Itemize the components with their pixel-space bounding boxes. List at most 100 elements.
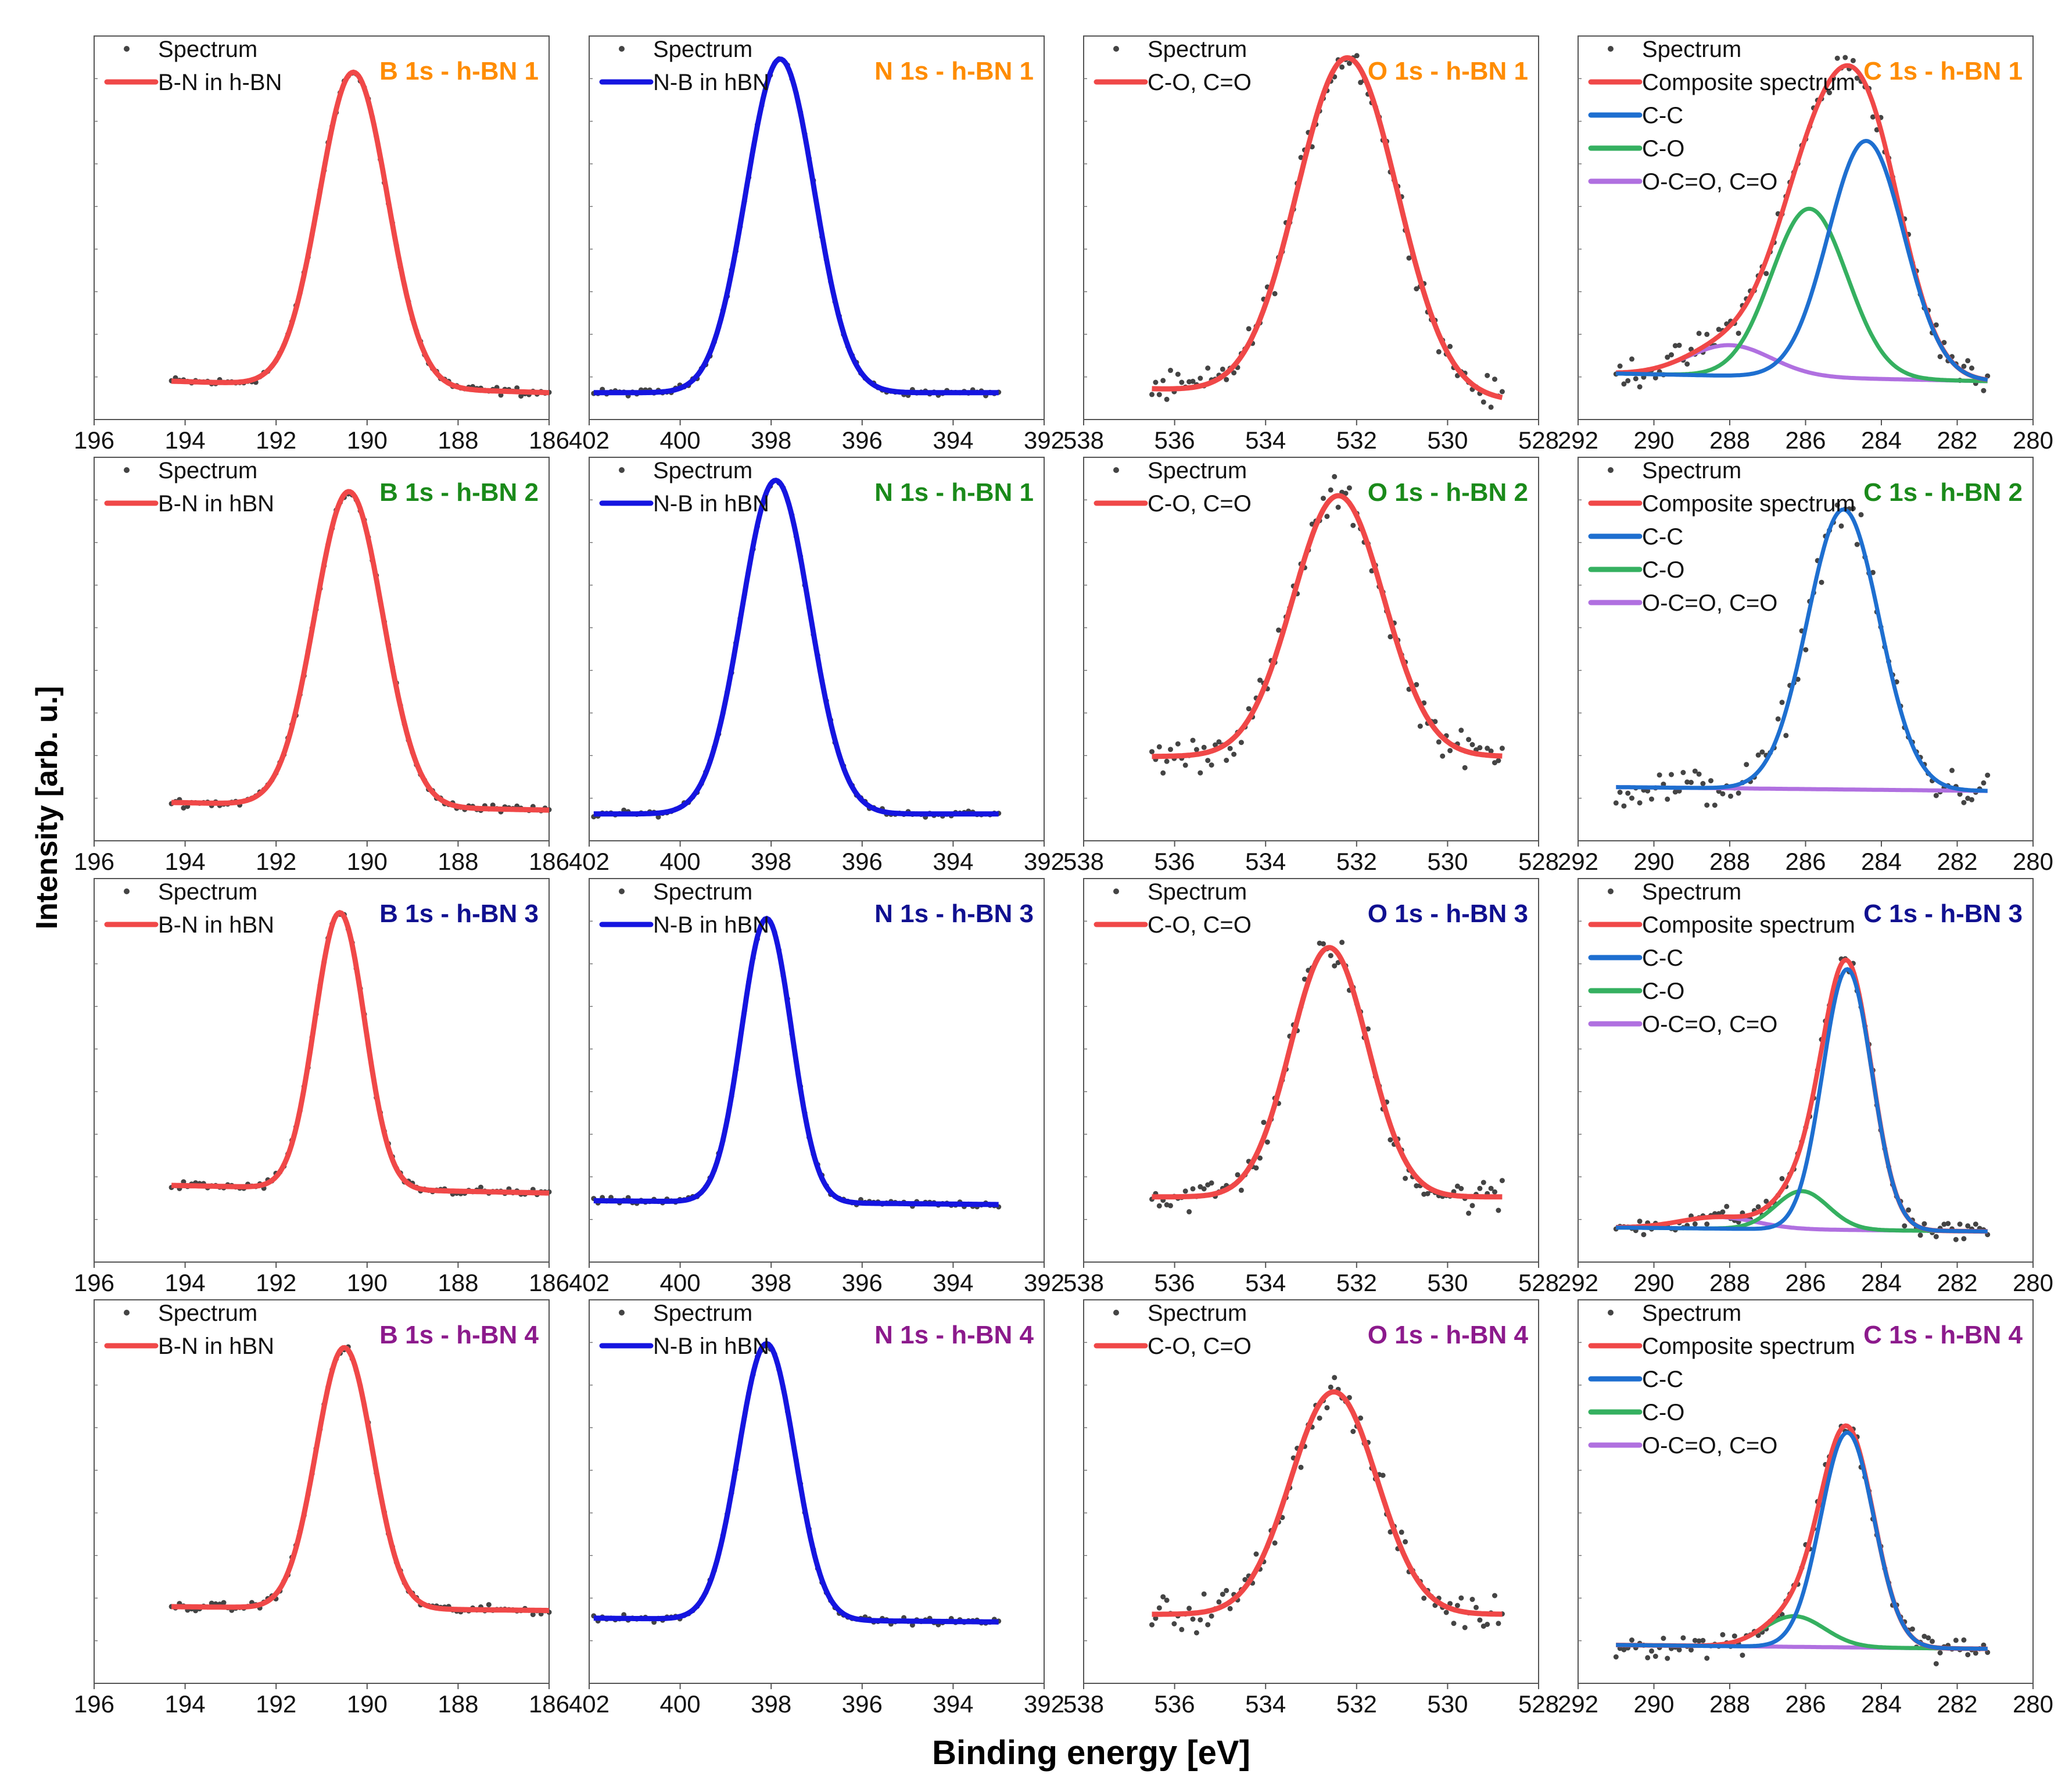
x-tick-label: 186 <box>529 1269 569 1296</box>
spectrum-point <box>1716 327 1722 332</box>
spectrum-point <box>1242 1577 1248 1582</box>
x-tick-label: 188 <box>438 1269 478 1296</box>
panel-title: N 1s - h-BN 3 <box>874 899 1034 928</box>
spectrum-point <box>1182 1188 1188 1194</box>
spectrum-point <box>1488 748 1494 754</box>
x-tick-label: 534 <box>1245 427 1286 454</box>
spectrum-point <box>1657 772 1662 778</box>
panel-title: C 1s - h-BN 4 <box>1863 1321 2023 1349</box>
legend-label: O-C=O, C=O <box>1642 169 1777 195</box>
x-tick-label: 194 <box>165 427 206 454</box>
spectrum-point <box>1933 1661 1939 1666</box>
spectrum-point <box>1156 744 1162 750</box>
spectrum-point <box>1961 1236 1967 1242</box>
panel-title: B 1s - h-BN 1 <box>379 57 539 85</box>
x-tick-label: 392 <box>1024 848 1064 875</box>
x-tick-label: 538 <box>1063 1269 1104 1296</box>
legend-label: Spectrum <box>1642 458 1741 483</box>
spectrum-point <box>1332 1375 1338 1381</box>
spectrum-point <box>1458 727 1464 733</box>
spectrum-point <box>1870 569 1876 575</box>
x-tick-label: 288 <box>1709 1269 1750 1296</box>
spectrum-point <box>1182 762 1188 768</box>
spectrum-point <box>1827 90 1833 95</box>
spectrum-point <box>1961 1637 1967 1643</box>
spectrum-point <box>1201 1591 1207 1597</box>
spectrum-point <box>1261 1120 1267 1126</box>
panel-13: 196 194 192 190 188 186 Spectrum B-N in hBN B 1s… <box>74 1299 569 1718</box>
spectrum-point <box>1965 358 1971 364</box>
spectrum-point <box>1198 1617 1203 1623</box>
legend-label: Spectrum <box>158 37 257 62</box>
fit-line-cc <box>1616 967 1988 1234</box>
panel-title: O 1s - h-BN 2 <box>1368 478 1528 507</box>
spectrum-point <box>1168 747 1173 752</box>
spectrum-point <box>1358 1415 1364 1421</box>
spectrum-point <box>1621 803 1627 809</box>
spectrum-point <box>1447 1601 1453 1607</box>
x-tick-label: 192 <box>256 1269 296 1296</box>
spectrum-point <box>1680 770 1686 775</box>
spectrum-point <box>1246 706 1252 712</box>
panel-title: N 1s - h-BN 4 <box>874 1321 1034 1349</box>
spectrum-point <box>1164 1597 1170 1603</box>
spectrum-point <box>1672 343 1678 349</box>
legend-label: N-B in hBN <box>653 912 769 938</box>
spectrum-point <box>1302 976 1307 982</box>
panel-6: 402 400 398 396 394 392 Spectrum N-B in hBN N 1s… <box>569 457 1064 875</box>
spectrum-point <box>1414 286 1419 292</box>
spectrum-point <box>1209 762 1214 768</box>
spectrum-point <box>1854 76 1860 81</box>
x-tick-label: 394 <box>933 848 973 875</box>
spectrum-point <box>1257 678 1263 683</box>
spectrum-point <box>1485 746 1490 751</box>
spectrum-point <box>1298 1464 1304 1470</box>
spectrum-point <box>1692 768 1698 774</box>
x-tick-label: 286 <box>1785 1269 1826 1296</box>
spectrum-point <box>1403 1539 1408 1544</box>
spectrum-point <box>1328 487 1333 493</box>
spectrum-point <box>1700 1637 1706 1643</box>
spectrum-point <box>1684 779 1690 785</box>
panel-12: 292 290 288 286 284 282 280 Spectrum Composite s… <box>1558 878 2053 1296</box>
legend-label: Spectrum <box>653 37 752 62</box>
spectrum-point <box>1160 770 1166 776</box>
spectrum-point <box>1652 375 1658 381</box>
spectrum-point <box>181 805 187 811</box>
panel-title: B 1s - h-BN 4 <box>379 1321 539 1349</box>
spectrum-point <box>1365 1026 1371 1032</box>
panel-title: B 1s - h-BN 3 <box>379 899 539 928</box>
spectrum-point <box>1625 378 1631 384</box>
spectrum-point <box>1354 53 1360 59</box>
spectrum-point <box>1953 1637 1959 1643</box>
panel-title: O 1s - h-BN 4 <box>1368 1321 1529 1349</box>
x-tick-label: 400 <box>660 1269 701 1296</box>
plot-frame <box>94 457 550 841</box>
legend-label: Spectrum <box>1148 458 1247 483</box>
legend-marker-spectrum <box>1608 1310 1614 1316</box>
spectrum-point <box>1350 1429 1356 1434</box>
spectrum-point <box>1149 392 1155 397</box>
spectrum-point <box>1736 331 1741 336</box>
panels: 196 194 192 190 188 186 Spectrum B-N in h-BN B 1… <box>74 35 2053 1718</box>
spectrum-point <box>1834 55 1840 61</box>
spectrum-point <box>1985 772 1991 778</box>
spectrum-point <box>1492 1189 1497 1195</box>
spectrum-point <box>1724 1203 1730 1209</box>
spectrum-point <box>1981 1642 1987 1648</box>
spectrum-point <box>1926 1635 1931 1641</box>
spectrum-point <box>1328 953 1333 959</box>
spectrum-point <box>1969 797 1974 802</box>
x-tick-label: 528 <box>1518 427 1559 454</box>
x-tick-label: 536 <box>1155 1269 1195 1296</box>
spectrum-point <box>1637 1218 1643 1224</box>
spectrum-point <box>1728 793 1733 799</box>
spectrum-point <box>1209 1180 1214 1186</box>
spectrum-point <box>1937 354 1943 360</box>
legend-label: B-N in hBN <box>158 1334 274 1359</box>
x-tick-label: 186 <box>529 1690 569 1718</box>
panel-title: N 1s - h-BN 1 <box>874 57 1034 85</box>
spectrum-point <box>1458 1595 1464 1601</box>
legend-label: Spectrum <box>1148 1300 1247 1326</box>
